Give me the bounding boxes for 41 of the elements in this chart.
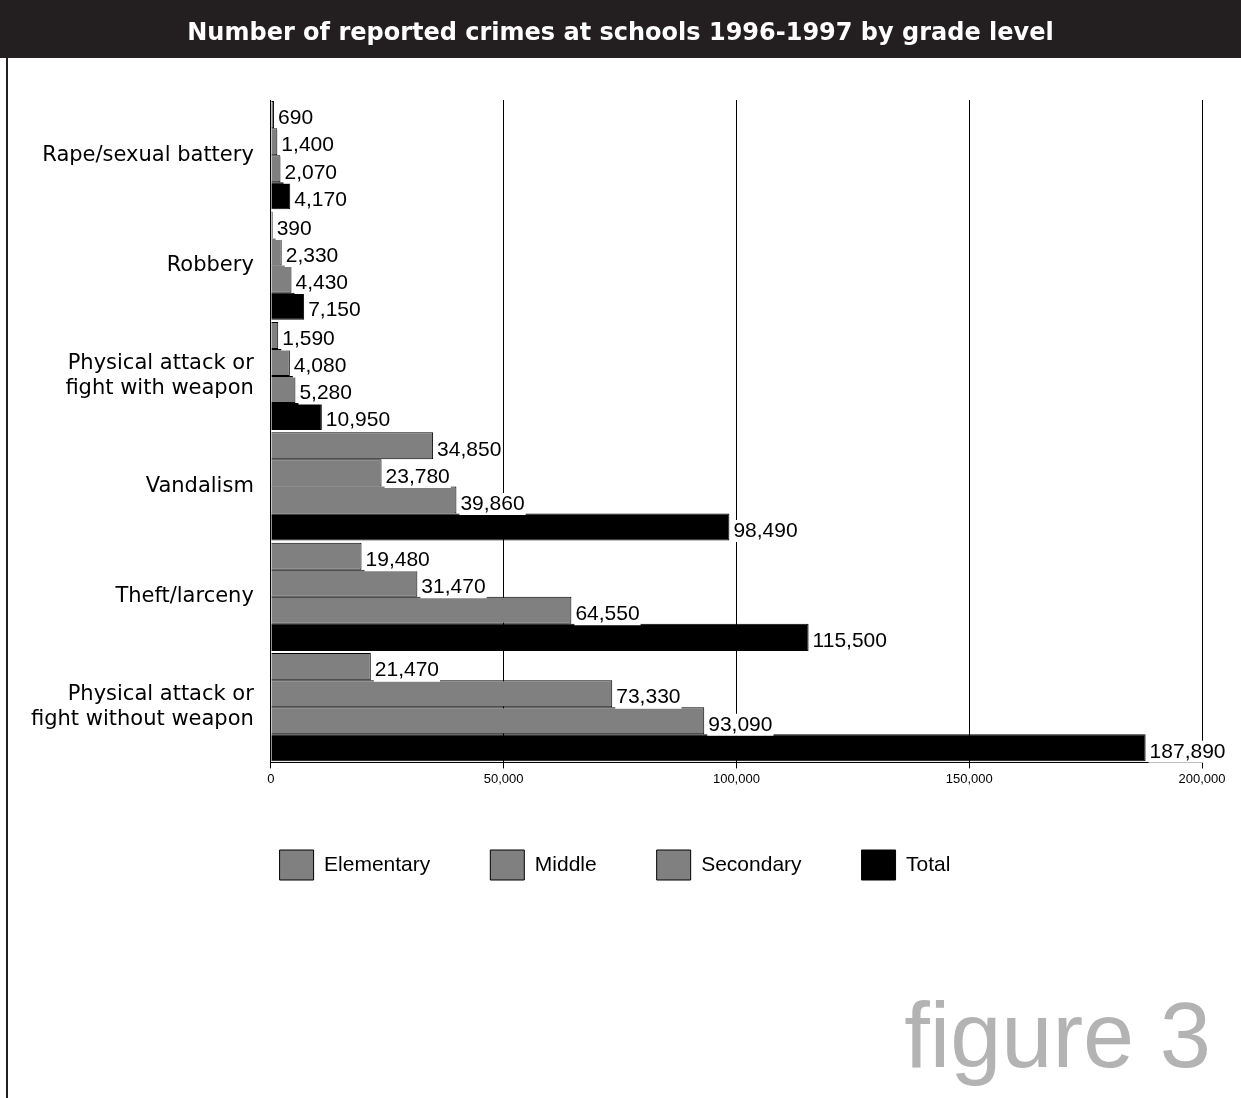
caption: figure 3 <box>904 983 1211 1088</box>
data-label: 5,280 <box>299 380 352 404</box>
x-tick-label: 50,000 <box>483 770 524 786</box>
data-label: 4,080 <box>293 353 347 377</box>
x-tick-label: 150,000 <box>945 770 993 786</box>
data-label: 2,330 <box>285 242 339 266</box>
data-label: 39,860 <box>460 490 525 514</box>
legend-label: Total <box>906 851 951 875</box>
y-tick-label: Vandalism <box>145 472 254 497</box>
data-label: 115,500 <box>812 628 887 652</box>
y-tick-label: Robbery <box>166 252 254 277</box>
data-label: 690 <box>278 105 314 129</box>
data-label: 19,480 <box>365 547 430 571</box>
data-label: 73,330 <box>616 684 681 708</box>
data-label: 187,890 <box>1149 738 1226 762</box>
data-label: 1,400 <box>281 132 334 156</box>
legend-label: Middle <box>534 851 597 875</box>
data-label: 2,070 <box>284 159 338 183</box>
y-tick-label: Physical attack or fight with weapon <box>65 349 255 400</box>
x-tick-label: 0 <box>267 770 275 786</box>
data-label: 4,430 <box>295 269 349 293</box>
data-label: 4,170 <box>294 186 347 210</box>
data-label: 21,470 <box>374 657 440 681</box>
chart-title: Number of reported crimes at schools 1996-1997 by grade level <box>0 0 1241 58</box>
x-tick-label: 100,000 <box>712 770 760 786</box>
data-label: 10,950 <box>325 407 391 431</box>
data-label: 7,150 <box>308 296 361 320</box>
y-tick-label: Physical attack or fight without weapon <box>30 681 255 731</box>
y-tick-label: Theft/larceny <box>114 583 254 608</box>
data-label: 98,490 <box>733 517 798 541</box>
data-label: 23,780 <box>385 463 450 487</box>
legend-label: Secondary <box>701 851 803 875</box>
data-label: 64,550 <box>575 601 640 625</box>
legend-label: Elementary <box>324 851 431 875</box>
data-label: 34,850 <box>437 436 502 460</box>
x-tick-label: 200,000 <box>1178 770 1226 786</box>
y-tick-label: Rape/sexual battery <box>42 141 254 166</box>
data-label: 93,090 <box>708 711 773 735</box>
data-label: 1,590 <box>282 326 335 350</box>
data-label: 390 <box>276 215 312 239</box>
data-label: 31,470 <box>421 574 486 598</box>
